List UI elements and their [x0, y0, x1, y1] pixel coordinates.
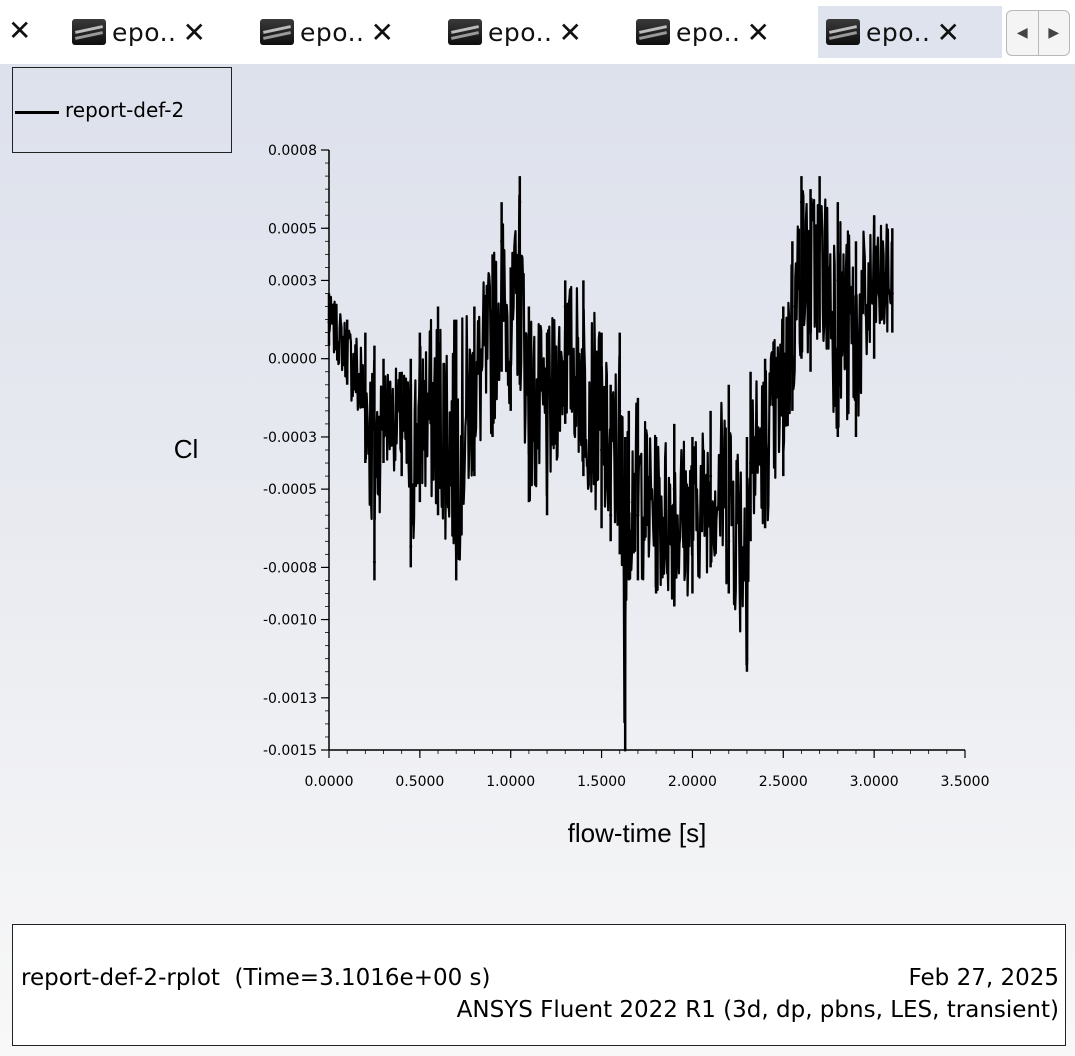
- tab-bar: ✕ epo.. ✕ epo.. ✕ epo.. ✕ epo.. ✕ epo.. …: [0, 0, 1075, 64]
- y-tick-label: -0.0008: [263, 560, 317, 576]
- plot-name: report-def-2-rplot: [21, 965, 220, 991]
- x-axis-label: flow-time [s]: [568, 818, 707, 848]
- data-point: [623, 748, 627, 752]
- tab-3[interactable]: epo.. ✕: [448, 6, 582, 58]
- x-tick-label: 3.0000: [850, 774, 899, 790]
- data-point: [727, 539, 731, 543]
- tab-label: epo..: [488, 17, 553, 47]
- software-info: ANSYS Fluent 2022 R1 (3d, dp, pbns, LES,…: [456, 997, 1059, 1023]
- plot-icon: [636, 19, 670, 45]
- data-point: [636, 513, 640, 517]
- plot-icon: [826, 19, 860, 45]
- y-tick-label: -0.0003: [263, 430, 317, 446]
- data-point: [491, 318, 495, 322]
- y-tick-label: 0.0005: [268, 221, 317, 237]
- data-point: [563, 305, 567, 309]
- x-tick-label: 2.5000: [759, 774, 808, 790]
- x-tick-label: 1.5000: [577, 774, 626, 790]
- close-icon[interactable]: ✕: [746, 15, 770, 49]
- x-tick-label: 1.0000: [486, 774, 535, 790]
- data-point: [500, 239, 504, 243]
- tab-2[interactable]: epo.. ✕: [260, 6, 394, 58]
- data-point: [600, 448, 604, 452]
- data-point: [690, 513, 694, 517]
- y-tick-label: -0.0013: [263, 691, 317, 707]
- tab-4[interactable]: epo.. ✕: [636, 6, 770, 58]
- close-icon[interactable]: ✕: [370, 15, 394, 49]
- data-point: [436, 448, 440, 452]
- tab-1[interactable]: epo.. ✕: [72, 6, 206, 58]
- legend-line-swatch: [15, 111, 59, 114]
- data-point: [409, 545, 413, 549]
- plot-title: report-def-2-rplot (Time=3.1016e+00 s): [21, 965, 491, 991]
- plot-info-box: report-def-2-rplot (Time=3.1016e+00 s) F…: [12, 924, 1066, 1046]
- data-point: [763, 435, 767, 439]
- data-point: [345, 370, 349, 374]
- tab-5-active[interactable]: epo.. ✕: [818, 6, 1002, 58]
- plot-date: Feb 27, 2025: [908, 965, 1059, 991]
- plot-area: [0, 64, 1075, 1056]
- close-icon[interactable]: ✕: [182, 15, 206, 49]
- data-point: [745, 657, 749, 661]
- scroll-right-icon[interactable]: ▶: [1048, 25, 1060, 41]
- plot-icon: [72, 19, 106, 45]
- scroll-left-icon[interactable]: ◀: [1007, 11, 1039, 55]
- data-point: [518, 200, 522, 204]
- tab-scroll-buttons: ◀ ▶: [1006, 10, 1070, 56]
- data-point: [854, 331, 858, 335]
- data-point: [382, 409, 386, 413]
- data-point: [363, 396, 367, 400]
- data-point: [672, 487, 676, 491]
- data-point: [836, 278, 840, 282]
- data-point: [790, 305, 794, 309]
- data-point: [890, 291, 894, 295]
- legend-label: report-def-2: [65, 98, 185, 122]
- x-tick-label: 2.0000: [668, 774, 717, 790]
- data-point: [627, 500, 631, 504]
- plot-icon: [260, 19, 294, 45]
- data-point: [799, 200, 803, 204]
- tab-label: epo..: [112, 17, 177, 47]
- y-tick-label: 0.0003: [268, 273, 317, 289]
- y-tick-label: -0.0005: [263, 482, 317, 498]
- plot-time: (Time=3.1016e+00 s): [234, 965, 491, 991]
- x-tick-label: 0.0000: [305, 774, 354, 790]
- data-point: [809, 278, 813, 282]
- data-point: [545, 461, 549, 465]
- data-point: [709, 474, 713, 478]
- x-tick-label: 3.5000: [941, 774, 990, 790]
- y-tick-label: 0.0000: [268, 352, 317, 368]
- legend: report-def-2: [12, 67, 232, 153]
- tab-label: epo..: [866, 17, 931, 47]
- tab-label: epo..: [676, 17, 741, 47]
- close-icon[interactable]: ✕: [558, 15, 582, 49]
- y-axis-label: Cl: [174, 434, 199, 464]
- data-point: [418, 461, 422, 465]
- close-icon[interactable]: ✕: [936, 15, 960, 49]
- data-point: [618, 409, 622, 413]
- tab-label: epo..: [300, 17, 365, 47]
- close-icon[interactable]: ✕: [8, 14, 32, 47]
- y-tick-label: 0.0008: [268, 143, 317, 159]
- data-point: [472, 383, 476, 387]
- data-point: [454, 513, 458, 517]
- data-point: [372, 560, 376, 564]
- data-point: [781, 383, 785, 387]
- data-point: [872, 278, 876, 282]
- y-tick-label: -0.0015: [263, 743, 317, 759]
- data-point: [527, 383, 531, 387]
- data-point: [749, 461, 753, 465]
- data-point: [400, 435, 404, 439]
- data-point: [654, 539, 658, 543]
- plot-icon: [448, 19, 482, 45]
- x-tick-label: 0.5000: [395, 774, 444, 790]
- y-tick-label: -0.0010: [263, 613, 317, 629]
- data-point: [327, 320, 331, 324]
- data-point: [581, 409, 585, 413]
- data-point: [509, 357, 513, 361]
- data-point: [818, 226, 822, 230]
- data-point: [609, 513, 613, 517]
